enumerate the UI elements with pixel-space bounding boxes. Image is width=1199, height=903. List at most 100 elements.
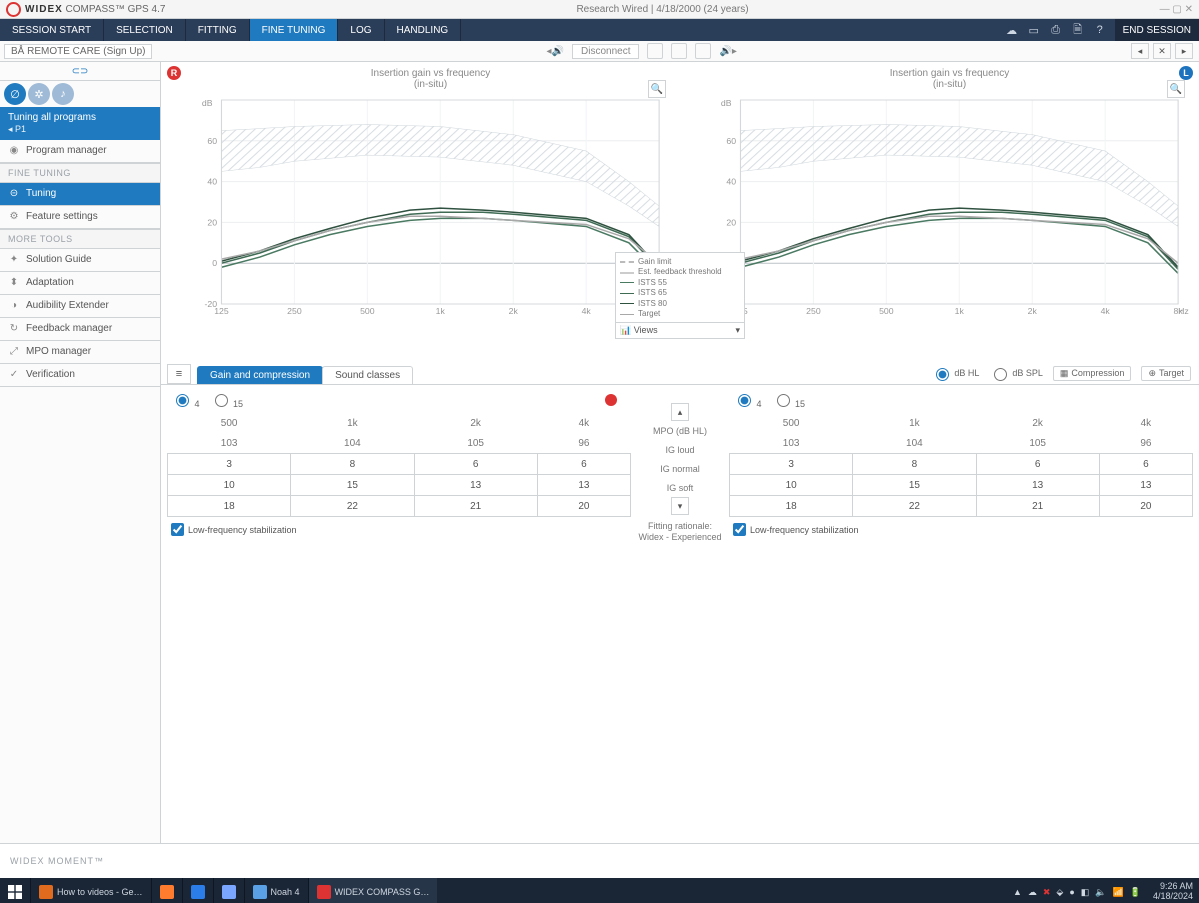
battery-icon xyxy=(671,43,687,59)
svg-text:250: 250 xyxy=(287,306,302,316)
taskbar-item-0[interactable]: How to videos - Ge… xyxy=(30,878,151,903)
svg-text:40: 40 xyxy=(726,177,736,187)
lfs-checkbox-r[interactable]: Low-frequency stabilization xyxy=(167,517,631,542)
sidebar-tuning[interactable]: ⊝Tuning xyxy=(0,183,160,206)
widex-logo-icon xyxy=(6,2,21,17)
titlebar: WIDEX COMPASS™ GPS 4.7 Research Wired | … xyxy=(0,0,1199,19)
window-controls[interactable]: — ▢ ✕ xyxy=(1160,4,1193,15)
tab-selection[interactable]: SELECTION xyxy=(104,19,186,41)
cloud-icon[interactable]: ☁ xyxy=(1005,23,1019,37)
docs-icon[interactable]: 🗎 xyxy=(1071,23,1085,37)
taskbar-clock[interactable]: 9:26 AM4/18/2024 xyxy=(1147,882,1199,902)
svg-text:4k: 4k xyxy=(1101,306,1111,316)
sidebar-verification[interactable]: ✓Verification xyxy=(0,364,160,387)
taskbar-item-3[interactable] xyxy=(213,878,244,903)
tab-session-start[interactable]: SESSION START xyxy=(0,19,104,41)
svg-text:1k: 1k xyxy=(436,306,446,316)
views-dropdown[interactable]: 📊 Views▾ xyxy=(615,322,745,339)
step-15-l[interactable]: 15 xyxy=(772,391,806,409)
next-button[interactable]: ▸ xyxy=(1175,43,1193,59)
link-icon[interactable] xyxy=(695,43,711,59)
tray-icon[interactable]: 📶 xyxy=(1113,887,1124,898)
svg-text:125: 125 xyxy=(214,306,229,316)
lfs-checkbox-l[interactable]: Low-frequency stabilization xyxy=(729,517,1193,542)
print-icon[interactable]: ⎙ xyxy=(1049,23,1063,37)
tab-sound-classes[interactable]: Sound classes xyxy=(322,366,413,384)
chip-2-icon[interactable]: ✲ xyxy=(28,83,50,105)
wand-icon: ✦ xyxy=(8,254,20,265)
taskbar-item-5[interactable]: WIDEX COMPASS G… xyxy=(308,878,438,903)
taskbar-item-1[interactable] xyxy=(151,878,182,903)
tray-icon[interactable]: 🔋 xyxy=(1130,887,1141,898)
radio-dbhl[interactable]: dB HL xyxy=(931,365,979,381)
sidebar-program-manager[interactable]: ◉Program manager xyxy=(0,140,160,163)
right-ear-dot-icon xyxy=(605,394,617,406)
label-soft: IG soft xyxy=(635,478,725,497)
tab-handling[interactable]: HANDLING xyxy=(385,19,462,41)
sidebar-feature-settings[interactable]: ⚙Feature settings xyxy=(0,206,160,229)
help-icon[interactable]: ? xyxy=(1093,23,1107,37)
sidebar: ⊂⊃ ∅ ✲ ♪ Tuning all programs ◂ P1 ◉Progr… xyxy=(0,62,161,843)
step-down-button[interactable]: ▾ xyxy=(671,497,689,515)
app-icon xyxy=(39,885,53,899)
tuning-all-programs[interactable]: Tuning all programs ◂ P1 xyxy=(0,107,160,140)
step-4-l[interactable]: 4 xyxy=(733,391,762,409)
tab-fitting[interactable]: FITTING xyxy=(186,19,250,41)
left-ear-icon: 🔊▸ xyxy=(719,46,736,57)
start-button[interactable] xyxy=(0,878,30,903)
chart-svg-l: -200204060dB1252505001k2k4k8kHz xyxy=(710,94,1189,324)
svg-text:20: 20 xyxy=(207,218,217,228)
toggle-compression[interactable]: ▦ Compression xyxy=(1053,366,1132,381)
prev-button[interactable]: ◂ xyxy=(1131,43,1149,59)
gain-table-l[interactable]: 5001k2k4k 10310410596 3866 10151313 1822… xyxy=(729,413,1193,517)
playback-controls: ◂ ✕ ▸ xyxy=(1131,43,1199,59)
tray-icon[interactable]: ✖ xyxy=(1043,887,1051,898)
label-loud: IG loud xyxy=(635,440,725,459)
end-session-button[interactable]: END SESSION xyxy=(1115,19,1199,41)
tray-icon[interactable]: ⬙ xyxy=(1056,887,1063,898)
save-icon[interactable]: ▭ xyxy=(1027,23,1041,37)
svg-text:1k: 1k xyxy=(955,306,965,316)
chip-3-icon[interactable]: ♪ xyxy=(52,83,74,105)
tab-log[interactable]: LOG xyxy=(338,19,384,41)
wireless-icon[interactable] xyxy=(647,43,663,59)
radio-dbspl[interactable]: dB SPL xyxy=(989,365,1043,381)
tray-icon[interactable]: ☁ xyxy=(1028,887,1037,898)
remote-care-button[interactable]: BÅ REMOTE CARE (Sign Up) xyxy=(4,44,152,59)
tray-icon[interactable]: ◧ xyxy=(1081,887,1090,898)
footer: WIDEX MOMENT™ xyxy=(0,843,1199,878)
sidebar-audibility-extender[interactable]: ◑Audibility Extender xyxy=(0,295,160,318)
program-icon: ◉ xyxy=(8,145,20,156)
step-15-r[interactable]: 15 xyxy=(210,391,244,409)
chart-left-ear: L Insertion gain vs frequency(in-situ) 🔍… xyxy=(680,62,1199,362)
system-tray[interactable]: ▲ ☁ ✖ ⬙ ● ◧ 🔈 📶 🔋 xyxy=(1007,887,1147,898)
svg-text:60: 60 xyxy=(207,136,217,146)
tray-icon[interactable]: 🔈 xyxy=(1095,887,1106,898)
disconnect-button[interactable]: Disconnect xyxy=(572,44,639,59)
taskbar-item-4[interactable]: Noah 4 xyxy=(244,878,308,903)
link-ears-button[interactable]: ⊂⊃ xyxy=(0,62,160,81)
gain-table-r[interactable]: 5001k2k4k 10310410596 3866 10151313 1822… xyxy=(167,413,631,517)
sidebar-mpo-manager[interactable]: ⤢MPO manager xyxy=(0,341,160,364)
tray-icon[interactable]: ● xyxy=(1069,887,1074,897)
svg-text:500: 500 xyxy=(879,306,894,316)
taskbar: How to videos - Ge… Noah 4 WIDEX COMPASS… xyxy=(0,878,1199,903)
tab-fine-tuning[interactable]: FINE TUNING xyxy=(250,19,339,41)
mute-button[interactable]: ✕ xyxy=(1153,43,1171,59)
app-title: WIDEX COMPASS™ GPS 4.7 xyxy=(25,4,165,15)
sidebar-adaptation[interactable]: ⬍Adaptation xyxy=(0,272,160,295)
svg-text:dB: dB xyxy=(202,98,213,108)
chip-universal-icon[interactable]: ∅ xyxy=(4,83,26,105)
collapse-button[interactable]: ≡ xyxy=(167,364,191,384)
app-icon xyxy=(222,885,236,899)
sidebar-solution-guide[interactable]: ✦Solution Guide xyxy=(0,249,160,272)
toggle-target[interactable]: ⊕ Target xyxy=(1141,366,1191,381)
tray-icon[interactable]: ▲ xyxy=(1013,887,1022,897)
taskbar-item-2[interactable] xyxy=(182,878,213,903)
svg-text:2k: 2k xyxy=(1028,306,1038,316)
tab-gain-compression[interactable]: Gain and compression xyxy=(197,366,323,384)
sidebar-feedback-manager[interactable]: ↻Feedback manager xyxy=(0,318,160,341)
step-4-r[interactable]: 4 xyxy=(171,391,200,409)
svg-text:dB: dB xyxy=(721,98,732,108)
step-up-button[interactable]: ▴ xyxy=(671,403,689,421)
